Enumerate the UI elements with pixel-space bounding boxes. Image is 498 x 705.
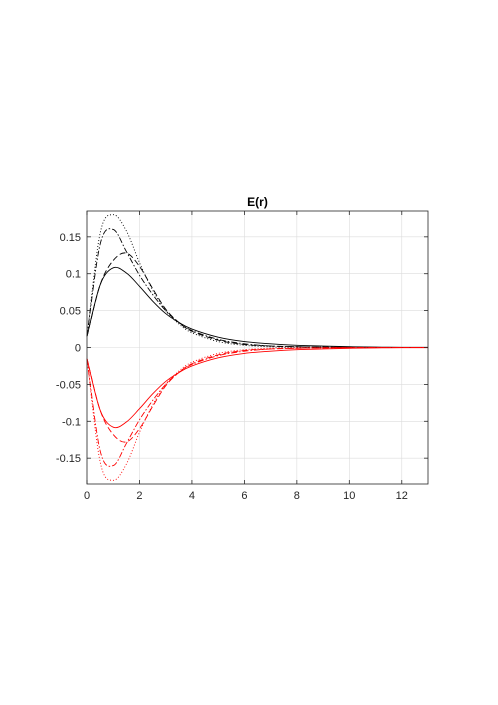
series-line-8 <box>86 347 428 481</box>
y-tick-label: 0 <box>75 343 81 355</box>
y-tick-label: -0.1 <box>62 416 81 428</box>
x-tick-label: 10 <box>343 490 355 502</box>
y-tick-label: -0.15 <box>56 453 81 465</box>
series-line-5 <box>86 347 429 429</box>
x-tick-label: 0 <box>84 490 90 502</box>
series-line-7 <box>86 347 429 467</box>
y-tick-label: 0.15 <box>60 232 81 244</box>
chart-title: E(r) <box>247 195 268 209</box>
series-lines <box>86 214 429 481</box>
x-tick-label: 4 <box>189 490 195 502</box>
series-line-1 <box>86 266 429 348</box>
x-tick-label: 12 <box>396 490 408 502</box>
x-tick-label: 8 <box>294 490 300 502</box>
x-tick-label: 6 <box>241 490 247 502</box>
y-tick-label: 0.05 <box>60 306 81 318</box>
y-tick-label: -0.05 <box>56 379 81 391</box>
axis-ticks: 0 2 4 6 8 10 12 -0.15 -0.1 -0.05 0 0.05 0.1 0.15 <box>56 211 428 502</box>
series-line-4 <box>86 214 428 348</box>
x-tick-label: 2 <box>136 490 142 502</box>
y-tick-label: 0.1 <box>66 269 81 281</box>
